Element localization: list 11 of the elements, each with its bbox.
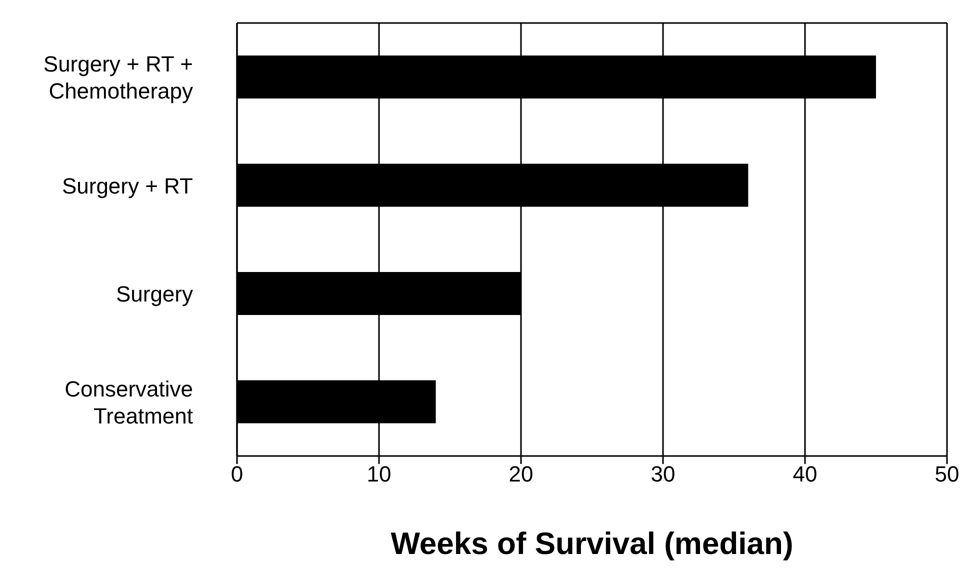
x-tick-label: 0 — [230, 462, 244, 487]
x-tick-label: 50 — [934, 462, 960, 487]
y-tick-label: Conservative Treatment — [64, 376, 193, 428]
x-tick-label: 10 — [366, 462, 392, 487]
x-tick-label: 20 — [508, 462, 534, 487]
x-axis-title: Weeks of Survival (median) — [390, 526, 794, 561]
y-tick-label: Surgery + RT — [62, 172, 193, 198]
y-tick-label: Surgery + RT + Chemotherapy — [43, 51, 193, 104]
y-tick-label: Surgery — [116, 281, 193, 306]
x-tick-label: 30 — [650, 462, 676, 487]
x-tick-label: 40 — [792, 462, 818, 487]
